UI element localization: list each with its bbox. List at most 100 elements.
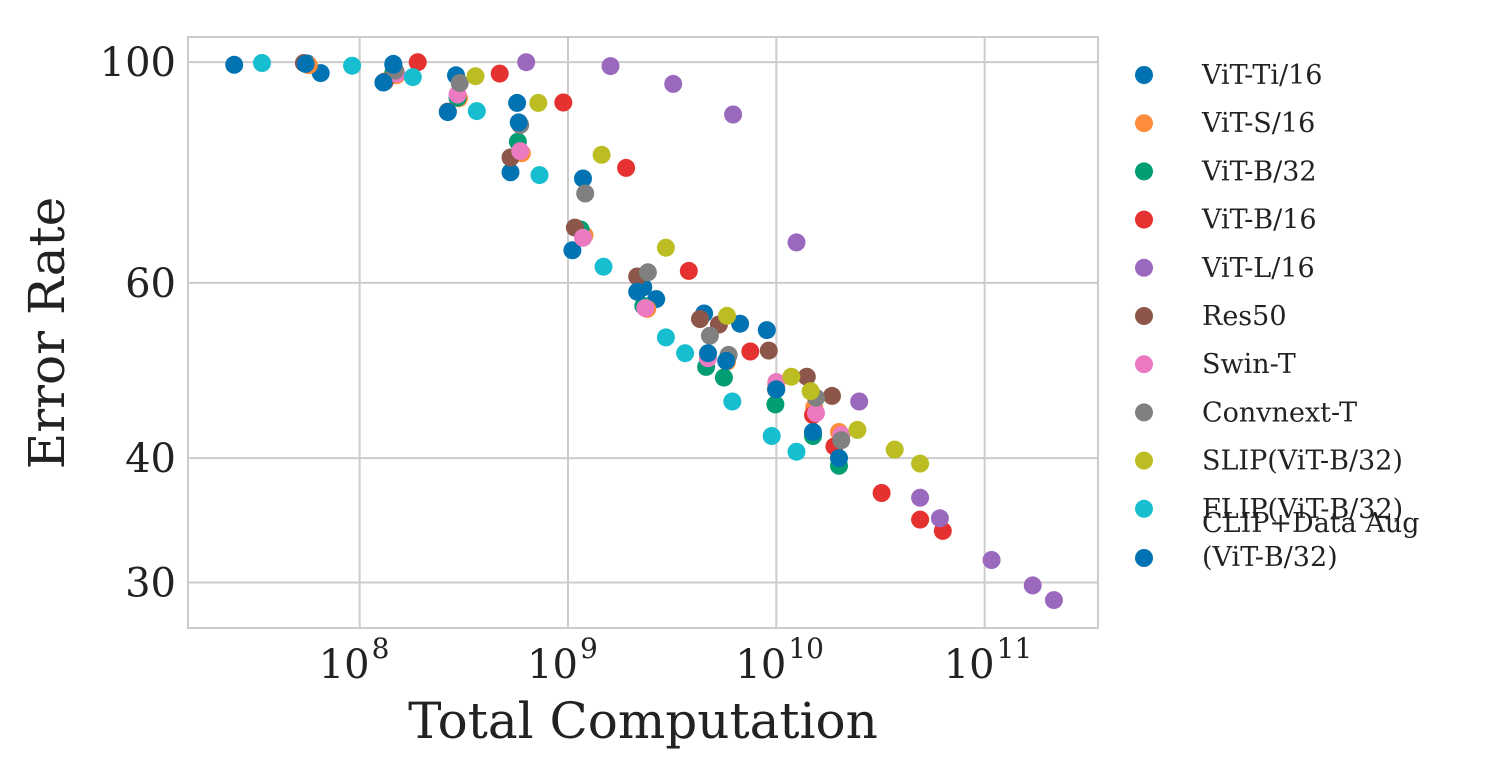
data-point (1044, 591, 1063, 610)
data-point (501, 163, 520, 182)
legend-label-line: ViT-B/16 (1201, 205, 1317, 236)
data-point (467, 102, 486, 121)
data-point (911, 510, 930, 529)
legend-marker (1135, 403, 1153, 422)
legend-label-line: ViT-Ti/16 (1201, 60, 1322, 91)
y-tick-label: 30 (125, 560, 176, 606)
legend-item: ViT-L/16 (1135, 253, 1315, 284)
data-point (807, 404, 825, 423)
data-point (741, 342, 760, 361)
data-point (911, 488, 930, 507)
data-point (384, 55, 403, 74)
data-point (679, 261, 698, 280)
legend-marker (1135, 451, 1153, 470)
legend-marker (1135, 210, 1153, 229)
legend-item: SLIP(ViT-B/32) (1135, 446, 1403, 477)
legend-marker (1135, 499, 1153, 518)
data-point (830, 449, 848, 468)
x-tick-label: 10 10 (735, 632, 824, 688)
data-point (664, 74, 683, 93)
data-point (787, 442, 806, 461)
legend-label: ViT-B/32 (1201, 156, 1317, 187)
legend-label-line: ViT-B/32 (1201, 156, 1317, 187)
legend-label-line: ViT-L/16 (1201, 253, 1315, 284)
data-point (343, 56, 362, 75)
data-point (823, 386, 841, 405)
data-point (1023, 576, 1042, 595)
legend-label: ViT-B/16 (1201, 205, 1317, 236)
legend-marker (1135, 355, 1153, 374)
x-tick-exponent: 10 (788, 632, 824, 665)
legend-label-line: CLIP+Data Aug (1202, 508, 1420, 539)
legend-marker (1135, 114, 1153, 133)
data-point (930, 509, 949, 528)
data-point (628, 282, 647, 301)
legend-item: Res50 (1135, 301, 1287, 332)
legend-label: CLIP+Data Aug (ViT-B/32) (1202, 508, 1420, 573)
x-tick-base: 10 (944, 642, 995, 688)
y-tick-labels: 30 40 60 100 (100, 40, 176, 606)
data-point (490, 64, 509, 83)
legend-label-line: SLIP(ViT-B/32) (1202, 446, 1403, 477)
legend-label: ViT-Ti/16 (1201, 60, 1322, 91)
data-point (296, 54, 315, 73)
data-point (717, 351, 736, 370)
legend-item: CLIP+Data Aug (ViT-B/32) (1135, 508, 1420, 573)
data-point (225, 55, 244, 74)
legend-label: Swin-T (1202, 349, 1296, 380)
series-points (296, 54, 848, 468)
data-point (450, 74, 469, 92)
legend-marker (1135, 549, 1153, 567)
legend-label-line: (ViT-B/32) (1202, 542, 1338, 573)
legend-label-line: Res50 (1202, 301, 1287, 332)
data-point (787, 233, 806, 252)
data-point (757, 321, 776, 340)
data-point (530, 166, 549, 185)
plot-frame (187, 36, 1099, 629)
y-axis-title: Error Rate (18, 197, 76, 470)
data-point (714, 368, 733, 387)
data-point (797, 367, 816, 386)
data-point (656, 238, 675, 257)
y-tick-label: 100 (100, 40, 176, 86)
data-point (872, 484, 891, 502)
data-point (592, 145, 611, 164)
data-point (724, 105, 743, 124)
legend-label-line: Convnext-T (1202, 397, 1357, 428)
data-point (723, 392, 742, 411)
data-point (676, 344, 695, 363)
data-point (691, 310, 709, 328)
data-point (762, 427, 781, 445)
data-point (574, 169, 592, 188)
data-point (699, 344, 717, 363)
data-point (594, 257, 613, 276)
legend-item: ViT-S/16 (1135, 108, 1315, 139)
data-point (601, 57, 620, 76)
data-point (576, 184, 595, 203)
legend-label: ViT-L/16 (1201, 253, 1315, 284)
data-point (438, 103, 457, 122)
y-tick-label: 40 (125, 436, 176, 482)
data-point (403, 68, 422, 87)
data-point (508, 93, 527, 112)
legend-label-line: FLIP(ViT-B/32) (1202, 494, 1403, 525)
x-tick-exponent: 9 (580, 632, 598, 665)
series-points (466, 67, 930, 473)
data-point (982, 551, 1001, 569)
x-tick-base: 10 (527, 642, 578, 688)
x-tick-base: 10 (735, 642, 786, 688)
data-points (225, 53, 1063, 610)
data-point (253, 54, 271, 72)
legend-item: Convnext-T (1135, 397, 1357, 428)
x-axis-title: Total Computation (408, 692, 878, 750)
legend-label: FLIP(ViT-B/32) (1202, 494, 1403, 525)
data-point (804, 423, 822, 441)
data-point (766, 395, 785, 414)
data-point (563, 241, 582, 260)
legend-marker (1135, 162, 1153, 181)
data-point (466, 67, 485, 86)
data-point (911, 454, 930, 473)
y-tick-label: 60 (125, 261, 176, 307)
legend: ViT-Ti/16 ViT-S/16 ViT-B/32 ViT-B/16 ViT-L/1… (1135, 60, 1420, 573)
data-point (511, 142, 530, 161)
